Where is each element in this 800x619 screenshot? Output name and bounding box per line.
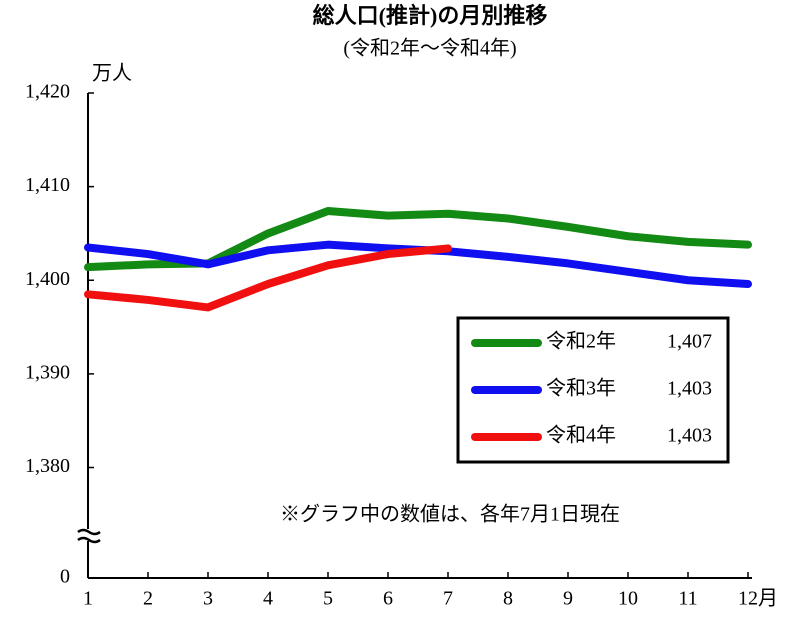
- x-tick-label: 8: [503, 588, 513, 610]
- x-tick-label: 2: [143, 588, 153, 610]
- series-line: [84, 244, 452, 312]
- legend-label: 令和2年: [546, 330, 616, 353]
- x-tick-label: 9: [563, 588, 573, 610]
- x-tick-label: 12月: [738, 588, 778, 610]
- x-tick-label: 4: [263, 588, 273, 610]
- legend-value: 1,403: [667, 378, 712, 400]
- axis-break: [77, 528, 101, 544]
- legend-label: 令和3年: [546, 377, 616, 400]
- y-tick-label: 0: [60, 566, 70, 588]
- x-tick-label: 6: [383, 588, 393, 610]
- x-tick-label: 11: [678, 588, 697, 610]
- legend-value: 1,407: [667, 331, 712, 353]
- y-tick-label: 1,390: [25, 361, 70, 383]
- chart-subtitle: (令和2年～令和4年): [343, 37, 516, 60]
- x-tick-label: 7: [443, 588, 453, 610]
- y-tick-label: 1,380: [25, 455, 70, 477]
- legend-value: 1,403: [667, 425, 712, 447]
- y-tick-label: 1,410: [25, 174, 70, 196]
- x-tick-label: 1: [83, 588, 93, 610]
- x-tick-label: 5: [323, 588, 333, 610]
- chart-title: 総人口(推計)の月別推移: [313, 3, 548, 28]
- y-tick-label: 1,420: [25, 81, 70, 103]
- y-unit: 万人: [92, 62, 132, 85]
- note: ※グラフ中の数値は、各年7月1日現在: [280, 503, 620, 526]
- legend-label: 令和4年: [546, 424, 616, 447]
- y-tick-label: 1,400: [25, 268, 70, 290]
- x-tick-label: 10: [618, 588, 638, 610]
- x-tick-label: 3: [203, 588, 213, 610]
